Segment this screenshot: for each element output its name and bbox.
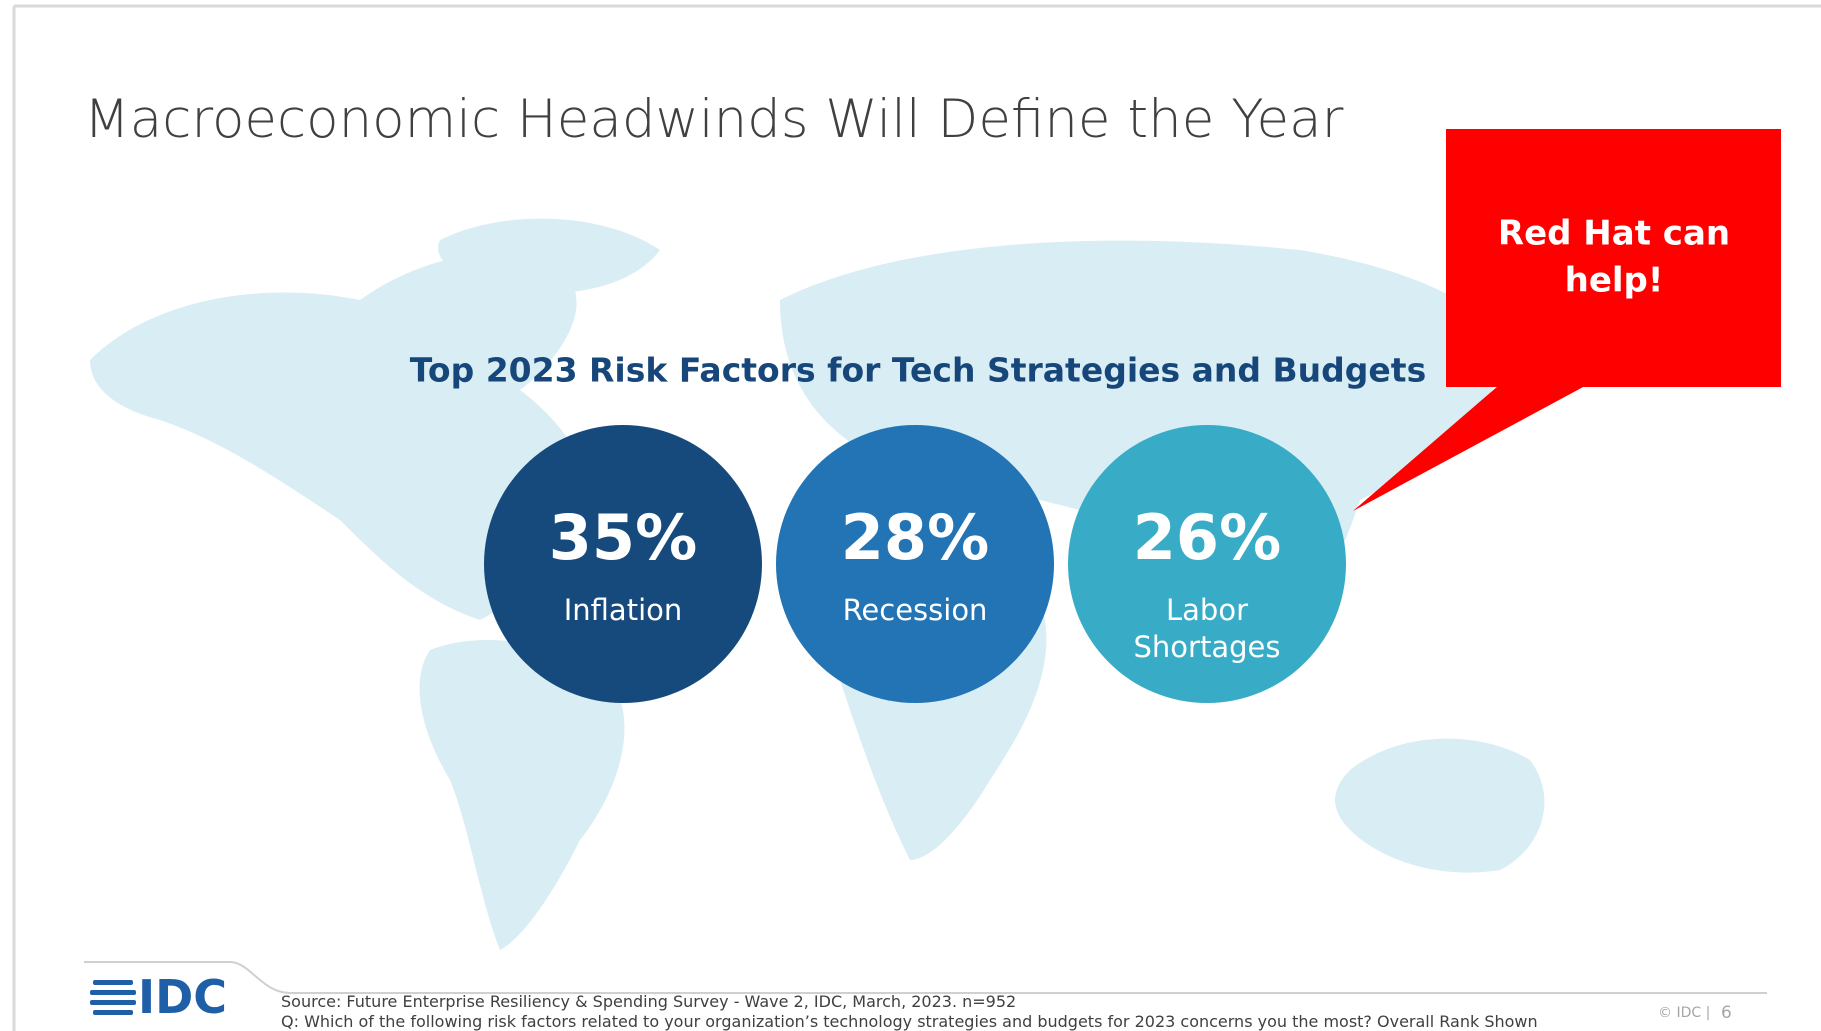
stat-circle — [484, 425, 762, 703]
source-note: Source: Future Enterprise Resiliency & S… — [281, 992, 1016, 1011]
map-region — [90, 253, 592, 620]
copyright: © IDC | — [1658, 1005, 1710, 1021]
stat-value: 35% — [549, 501, 697, 574]
stat-label: Inflation — [564, 593, 683, 627]
stat-value: 26% — [1133, 501, 1281, 574]
map-region — [1335, 738, 1545, 873]
callout-box — [1446, 129, 1781, 387]
stat-value: 28% — [841, 501, 989, 574]
logo-stripe — [93, 980, 133, 985]
stat-label: Recession — [843, 593, 988, 627]
logo-stripe — [93, 1010, 133, 1015]
stat-label: Shortages — [1134, 630, 1281, 664]
callout-pointer — [1353, 386, 1585, 511]
stat-circle — [1068, 425, 1346, 703]
question-note: Q: Which of the following risk factors r… — [281, 1012, 1538, 1031]
stat-circle — [776, 425, 1054, 703]
logo-stripe — [90, 990, 136, 995]
callout-text: Red Hat can — [1498, 214, 1730, 254]
stat-label: Labor — [1166, 593, 1248, 627]
panel-subtitle: Top 2023 Risk Factors for Tech Strategie… — [410, 351, 1426, 390]
logo-text: IDC — [138, 970, 227, 1024]
slide-title: Macroeconomic Headwinds Will Define the … — [84, 89, 1344, 150]
logo-stripe — [90, 1000, 136, 1005]
callout-text: help! — [1565, 261, 1664, 301]
footer-rule — [84, 961, 1767, 994]
page-number: 6 — [1721, 1003, 1732, 1023]
map-region — [438, 218, 660, 294]
logo-mark — [90, 980, 136, 1015]
map-region — [419, 640, 625, 950]
